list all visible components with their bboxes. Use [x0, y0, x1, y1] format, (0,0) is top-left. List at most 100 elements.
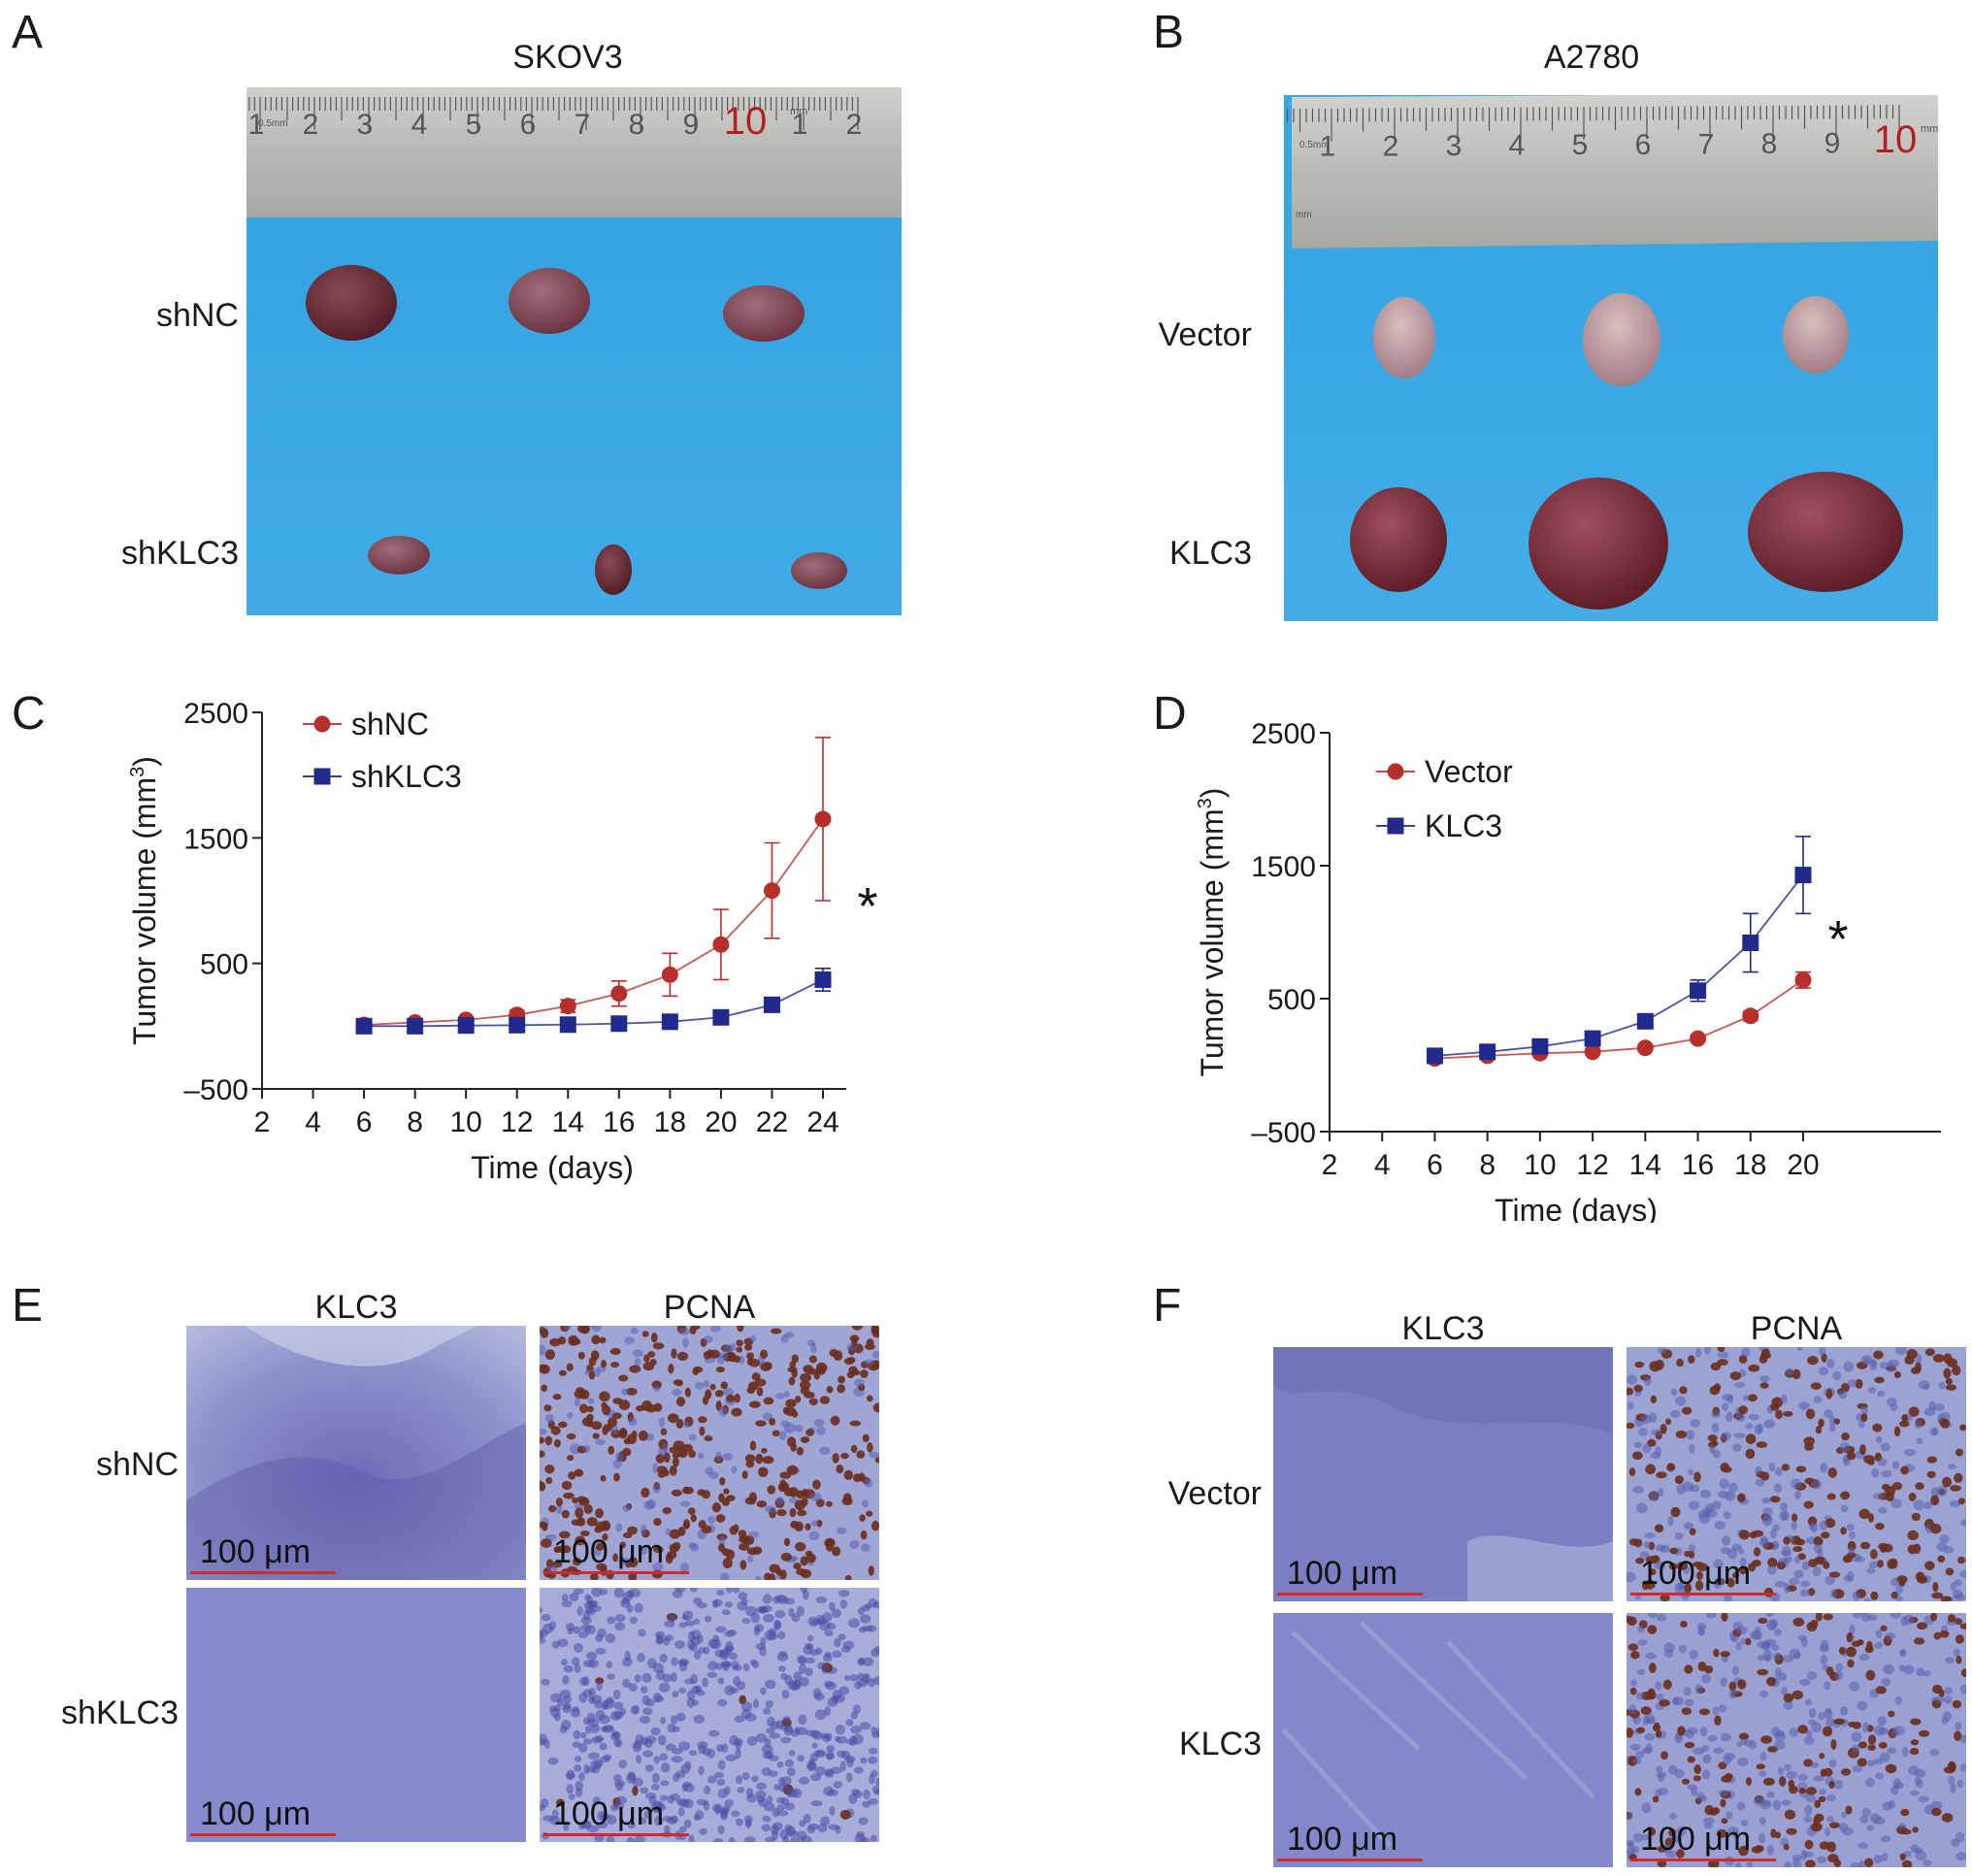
ruler-number: 5 — [1572, 129, 1589, 161]
panel-label-d: D — [1153, 688, 1187, 740]
legend-item-shKLC3: shKLC3 — [303, 759, 462, 794]
ruler-number: 2 — [846, 109, 863, 141]
ruler-number: 7 — [1698, 128, 1715, 160]
data-point — [407, 1017, 424, 1035]
significance-star: * — [857, 877, 877, 936]
ruler-b-ticks — [1286, 105, 1900, 142]
series-line-shNC — [364, 818, 824, 1026]
svg-text:KLC3: KLC3 — [1425, 808, 1502, 843]
tumor-vector-3 — [1783, 296, 1849, 374]
ruler-a-unit-right: mm — [790, 106, 807, 117]
y-tick-label: 2500 — [1251, 718, 1316, 750]
tumor-vector-2 — [1583, 293, 1660, 386]
scale-bar-label: 100 μm — [553, 1795, 665, 1832]
legend-item-Vector: Vector — [1376, 754, 1513, 789]
ruler-number: 10 — [1874, 118, 1918, 161]
data-point — [712, 1008, 730, 1026]
data-point — [509, 1016, 526, 1034]
ruler-number: 7 — [575, 109, 591, 141]
ruler-number: 5 — [466, 109, 482, 141]
x-tick-label: 10 — [449, 1106, 481, 1138]
ruler-a-ticks — [248, 97, 859, 130]
panel-b-row-label-1: Vector — [1158, 316, 1252, 353]
x-tick-label: 18 — [654, 1106, 686, 1138]
y-tick-label: –500 — [183, 1074, 248, 1106]
tumor-shnc-2 — [509, 268, 590, 334]
data-point — [1742, 1007, 1759, 1025]
scale-bar-label: 100 μm — [1640, 1555, 1752, 1592]
x-tick-label: 6 — [356, 1106, 373, 1138]
y-axis-label: Tumor volume (mm3) — [1195, 788, 1230, 1077]
scale-bar — [1630, 1859, 1776, 1861]
x-tick-label: 24 — [806, 1106, 838, 1138]
x-tick-label: 14 — [1629, 1149, 1661, 1181]
panel-f-col-label-1: KLC3 — [1401, 1310, 1485, 1347]
y-tick-label: 1500 — [1251, 851, 1316, 883]
scale-bar-label: 100 μm — [200, 1795, 312, 1832]
tumor-shklc3-3 — [791, 552, 847, 589]
panel-label-c: C — [12, 688, 46, 740]
x-tick-label: 20 — [1787, 1149, 1819, 1181]
ihc-e-shklc3-klc3: 100 μm — [186, 1588, 526, 1842]
data-point — [1584, 1043, 1601, 1061]
x-tick-label: 2 — [254, 1106, 271, 1138]
x-tick-label: 8 — [407, 1106, 423, 1138]
tumor-klc3-1 — [1350, 487, 1447, 592]
series-line-shKLC3 — [364, 978, 824, 1028]
scale-bar — [1277, 1859, 1423, 1861]
svg-text:shKLC3: shKLC3 — [351, 759, 462, 794]
ihc-e-shklc3-pcna: 100 μm — [540, 1588, 879, 1842]
series-line-KLC3 — [1434, 874, 1804, 1057]
data-point — [1479, 1043, 1496, 1061]
data-point — [1742, 934, 1759, 951]
ruler-number: 2 — [1383, 130, 1399, 162]
scale-bar — [1630, 1593, 1776, 1596]
legend-item-shNC: shNC — [303, 707, 429, 741]
scale-bar-label: 100 μm — [1640, 1821, 1752, 1858]
scale-bar-label: 100 μm — [200, 1533, 312, 1570]
data-point — [763, 996, 780, 1013]
ruler-number: 8 — [629, 109, 645, 141]
significance-star: * — [1827, 910, 1848, 969]
data-point — [1794, 867, 1812, 884]
ruler-number: 1 — [792, 109, 808, 141]
data-point — [1690, 982, 1707, 1000]
ruler-number: 6 — [1635, 129, 1652, 161]
ruler-b-unit-bottom: mm — [1296, 210, 1312, 220]
data-point — [712, 936, 730, 953]
ruler-number: 8 — [1761, 128, 1778, 160]
tumor-photo-b: 1 2 3 4 5 6 7 8 9 10 0.5mm mm mm — [1284, 95, 1938, 621]
ruler-a-unit-top: 0.5mm — [258, 118, 288, 129]
x-tick-label: 4 — [1374, 1149, 1391, 1181]
x-tick-label: 12 — [501, 1106, 533, 1138]
scale-bar-label: 100 μm — [1287, 1821, 1398, 1858]
x-tick-label: 2 — [1322, 1149, 1338, 1181]
panel-a-title: SKOV3 — [512, 39, 623, 76]
ruler-number: 6 — [520, 109, 537, 141]
ruler-number: 3 — [357, 109, 374, 141]
x-tick-label: 14 — [552, 1106, 584, 1138]
x-tick-label: 18 — [1734, 1149, 1766, 1181]
data-point — [1794, 971, 1812, 989]
panel-label-f: F — [1153, 1280, 1182, 1332]
tumor-vector-1 — [1373, 297, 1435, 378]
series-line-Vector — [1434, 979, 1804, 1060]
x-tick-label: 8 — [1479, 1149, 1495, 1181]
scale-bar — [190, 1833, 336, 1836]
data-point — [814, 810, 832, 828]
data-point — [661, 966, 678, 983]
x-axis-label: Time (days) — [471, 1150, 634, 1185]
x-tick-label: 16 — [603, 1106, 635, 1138]
panel-b-title: A2780 — [1543, 39, 1640, 76]
panel-e-row-label-2: shKLC3 — [61, 1695, 179, 1731]
data-point — [1690, 1030, 1707, 1047]
data-point — [457, 1017, 475, 1035]
svg-text:Vector: Vector — [1425, 754, 1513, 789]
data-point — [814, 971, 832, 988]
ruler-a-numbers: 1 2 3 4 5 6 7 8 9 10 1 2 — [248, 100, 863, 143]
panel-b-row-label-2: KLC3 — [1168, 535, 1252, 572]
panel-a-row-label-2: shKLC3 — [121, 535, 239, 572]
ihc-e-shnc-pcna: 100 μm — [540, 1326, 879, 1580]
ruler-number: 2 — [303, 109, 319, 141]
y-tick-label: –500 — [1251, 1117, 1316, 1149]
